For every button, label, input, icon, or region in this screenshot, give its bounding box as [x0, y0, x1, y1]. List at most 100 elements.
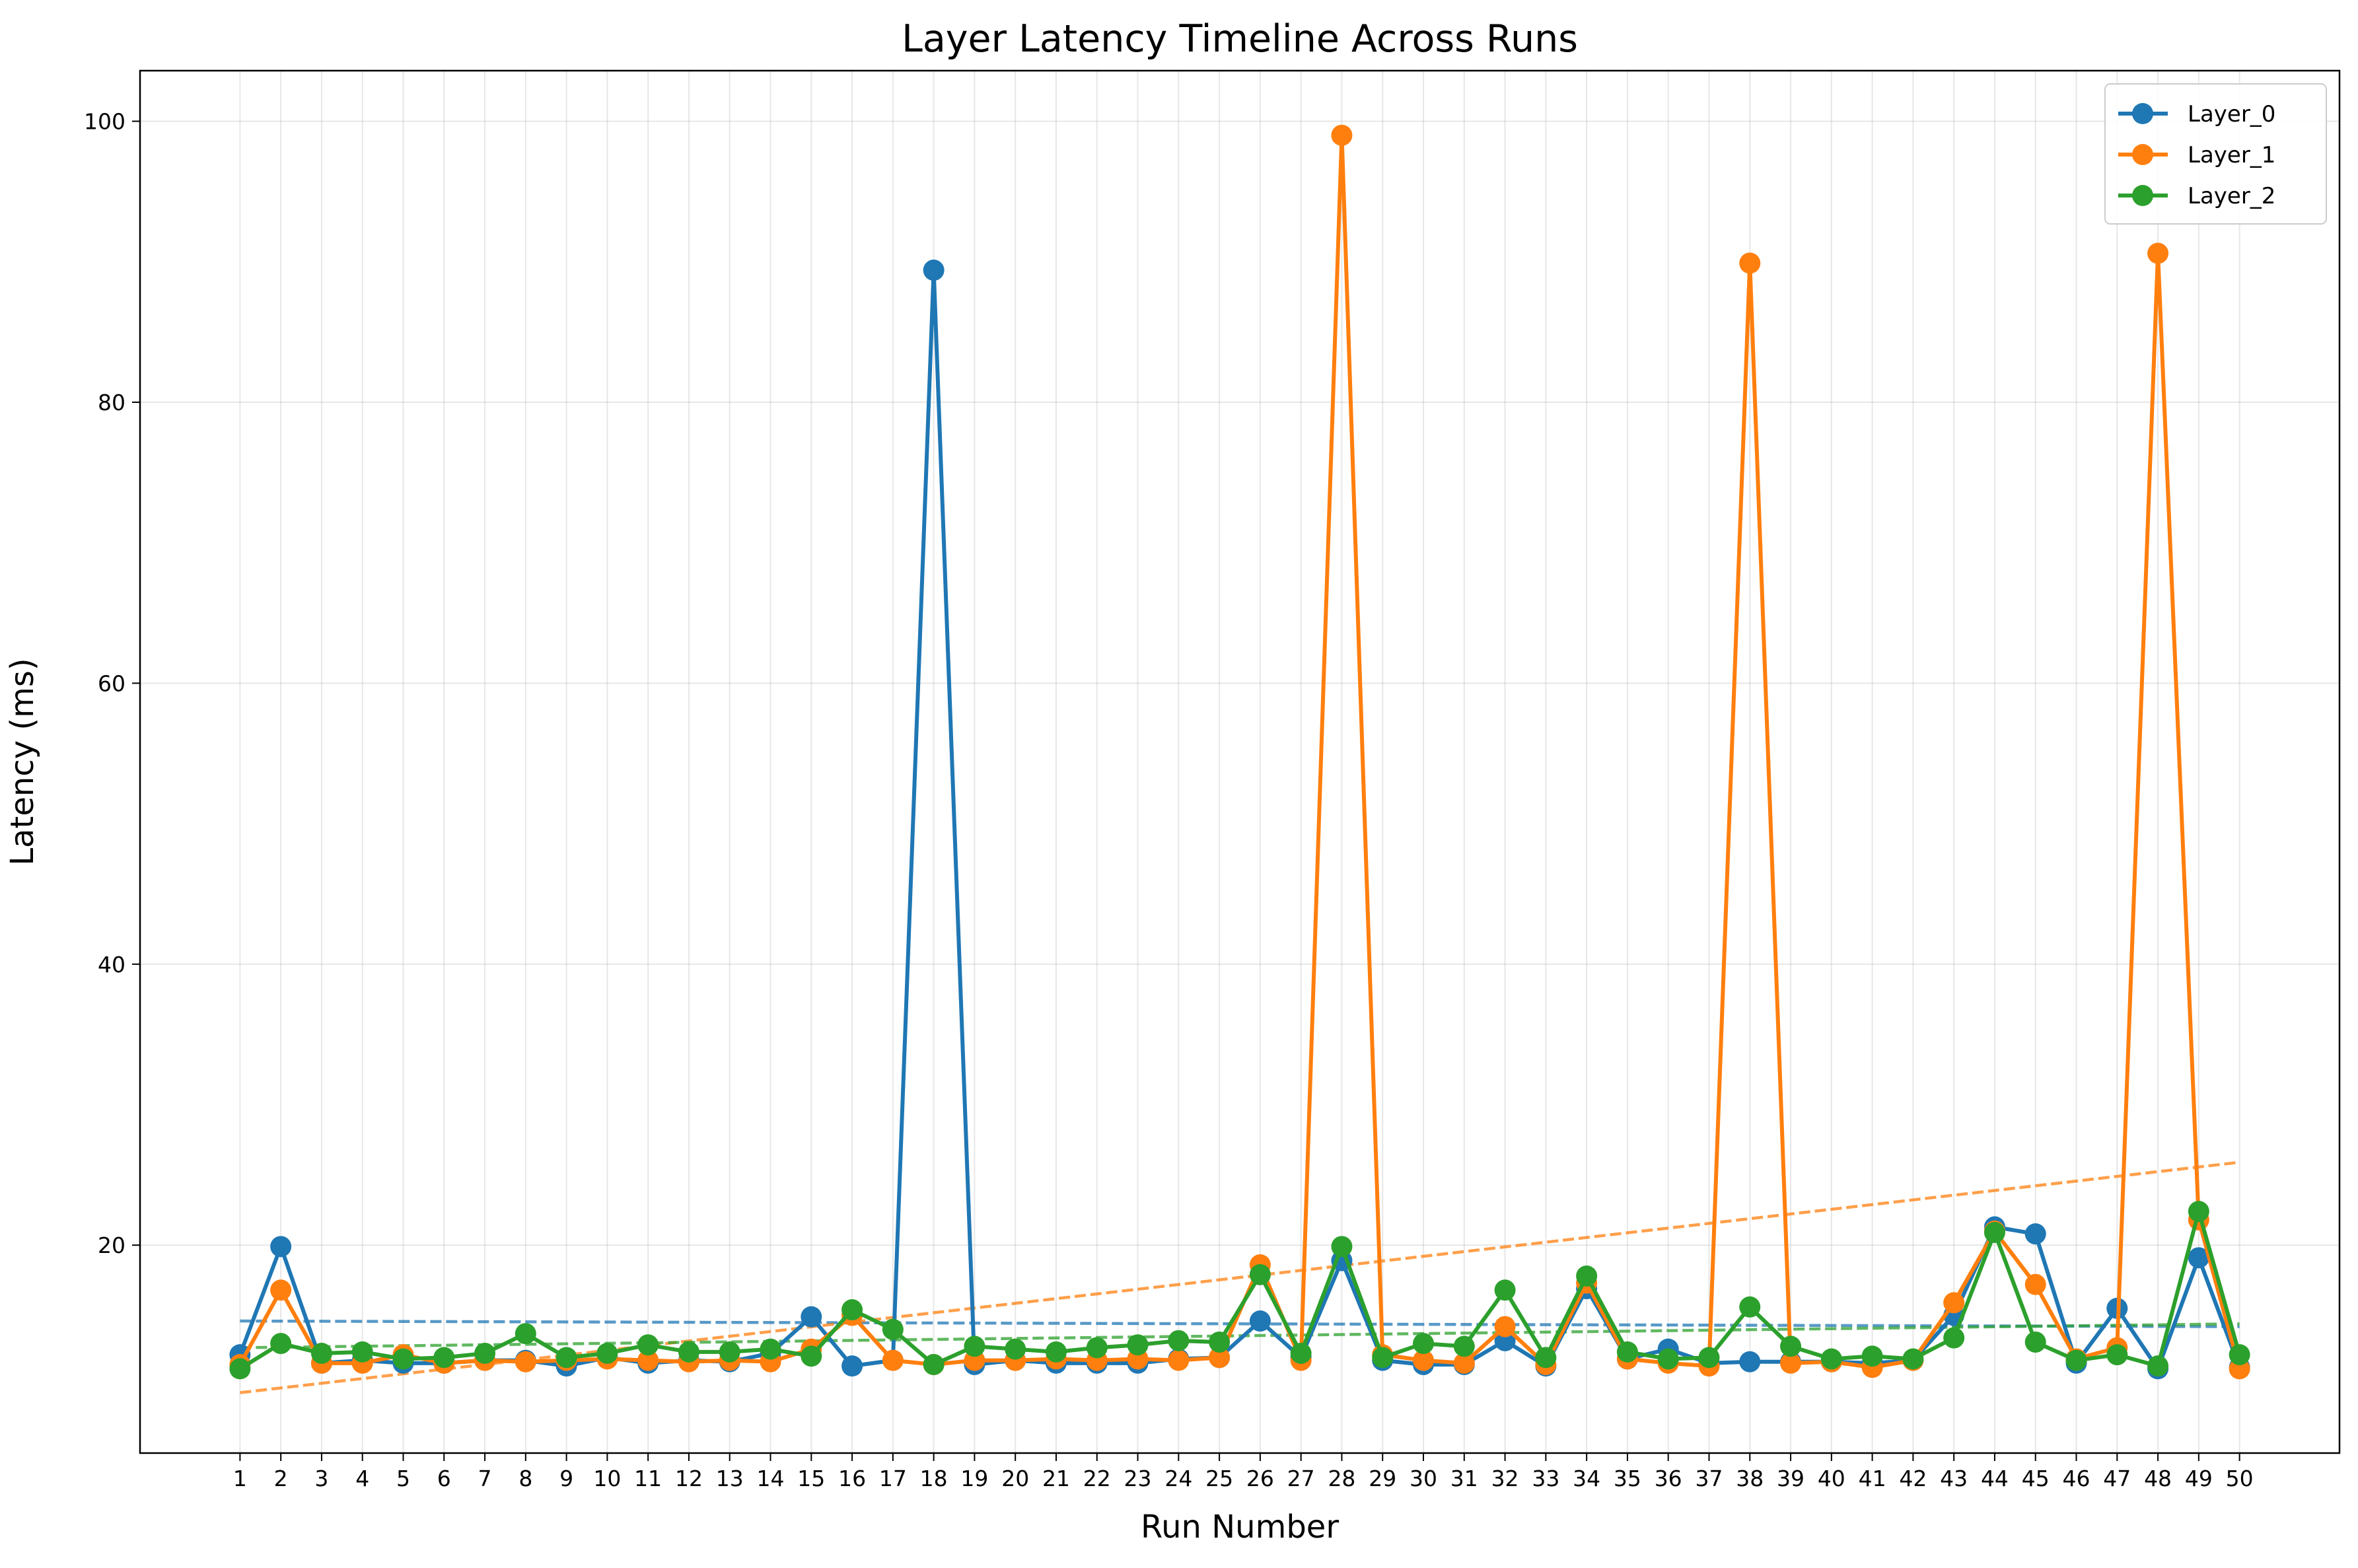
data-point: [270, 1279, 292, 1301]
data-point: [1045, 1341, 1067, 1363]
data-point: [760, 1338, 781, 1360]
x-tick-label: 38: [1736, 1466, 1764, 1491]
x-axis-label: Run Number: [1141, 1509, 1339, 1546]
x-tick-label: 24: [1164, 1466, 1192, 1491]
data-point: [2147, 242, 2169, 264]
data-point: [1249, 1264, 1271, 1285]
x-tick-label: 5: [396, 1466, 410, 1491]
x-tick-label: 46: [2063, 1466, 2090, 1491]
data-point: [801, 1345, 822, 1367]
x-tick-label: 32: [1491, 1466, 1519, 1491]
data-point: [882, 1349, 904, 1371]
legend-marker: [2132, 144, 2153, 165]
data-point: [351, 1341, 373, 1363]
y-tick-label: 100: [84, 109, 125, 135]
data-point: [1168, 1349, 1190, 1371]
data-point: [1453, 1336, 1475, 1357]
data-point: [637, 1334, 659, 1356]
trend-lines: [240, 1160, 2240, 1394]
x-tick-label: 22: [1083, 1466, 1111, 1491]
data-point: [1331, 1236, 1353, 1258]
data-point: [1290, 1342, 1312, 1364]
x-tick-label: 26: [1246, 1466, 1274, 1491]
data-point: [229, 1358, 251, 1380]
data-point: [1535, 1347, 1557, 1369]
x-tick-label: 14: [757, 1466, 785, 1491]
data-point: [801, 1306, 822, 1328]
data-point: [2147, 1355, 2169, 1377]
x-tick-label: 3: [314, 1466, 328, 1491]
x-tick-label: 25: [1205, 1466, 1233, 1491]
data-point: [1943, 1327, 1965, 1349]
series-line-layer_2: [238, 1209, 2242, 1371]
x-tick-label: 11: [634, 1466, 662, 1491]
x-tick-label: 9: [559, 1466, 573, 1491]
x-tick-label: 4: [355, 1466, 369, 1491]
series-lines: [229, 124, 2250, 1380]
data-point: [2024, 1331, 2046, 1353]
x-tick-label: 34: [1573, 1466, 1600, 1491]
data-point: [1820, 1348, 1842, 1370]
x-tick-label: 13: [716, 1466, 744, 1491]
data-point: [1209, 1347, 1231, 1369]
data-point: [2188, 1247, 2209, 1269]
series-layer_1: [229, 124, 2250, 1380]
x-tick-label: 35: [1614, 1466, 1641, 1491]
data-point: [270, 1236, 292, 1258]
data-point: [2188, 1201, 2209, 1223]
y-tick-label: 20: [98, 1232, 125, 1258]
data-point: [1739, 252, 1761, 274]
x-tick-label: 42: [1899, 1466, 1927, 1491]
data-point: [555, 1347, 577, 1369]
x-tick-label: 29: [1369, 1466, 1396, 1491]
data-point: [1331, 124, 1353, 146]
x-tick-label: 39: [1777, 1466, 1804, 1491]
y-tick-label: 40: [98, 952, 125, 978]
data-point: [1657, 1348, 1679, 1370]
x-tick-label: 23: [1124, 1466, 1152, 1491]
data-point: [1576, 1265, 1598, 1287]
x-tick-label: 49: [2185, 1466, 2213, 1491]
y-axis-label: Latency (ms): [4, 658, 41, 865]
data-point: [2024, 1223, 2046, 1245]
data-point: [841, 1355, 863, 1377]
legend-label: Layer_0: [2188, 101, 2275, 127]
legend: Layer_0 Layer_1 Layer_2: [2104, 83, 2327, 225]
data-point: [1780, 1352, 1802, 1374]
trend-line-layer_2: [240, 1322, 2240, 1349]
axis-ticks: 1 2 3 4 5 6 7 8 9 10 11 12 13 14 15 16 17 18 19 20 21 22 23 24 2…: [84, 109, 2254, 1491]
series-layer_2: [229, 1201, 2250, 1380]
x-tick-label: 41: [1859, 1466, 1886, 1491]
legend-entry-layer_2: Layer_2: [2118, 183, 2275, 209]
series-line-layer_0: [238, 268, 2242, 1371]
plot-area-frame: [139, 69, 2341, 1454]
data-point: [964, 1336, 985, 1357]
series-layer_0: [229, 260, 2250, 1380]
data-point: [637, 1349, 659, 1371]
data-point: [2106, 1344, 2128, 1366]
data-point: [882, 1318, 904, 1340]
x-tick-label: 8: [518, 1466, 532, 1491]
x-tick-label: 2: [274, 1466, 288, 1491]
x-tick-label: 43: [1940, 1466, 1968, 1491]
data-point: [515, 1323, 536, 1345]
y-tick-label: 60: [98, 670, 125, 696]
x-tick-label: 30: [1410, 1466, 1437, 1491]
x-tick-label: 15: [797, 1466, 825, 1491]
data-point: [270, 1333, 292, 1355]
data-point: [1739, 1351, 1761, 1372]
data-point: [596, 1342, 618, 1364]
x-tick-label: 7: [478, 1466, 492, 1491]
data-point: [1209, 1331, 1231, 1353]
data-point: [1780, 1336, 1802, 1357]
data-point: [1698, 1347, 1720, 1369]
legend-entry-layer_1: Layer_1: [2118, 142, 2275, 168]
data-point: [1494, 1316, 1516, 1337]
x-tick-label: 10: [593, 1466, 621, 1491]
data-point: [2065, 1349, 2087, 1371]
x-tick-label: 48: [2144, 1466, 2172, 1491]
legend-entry-layer_0: Layer_0: [2118, 101, 2275, 127]
legend-label: Layer_2: [2188, 183, 2275, 209]
x-tick-label: 45: [2022, 1466, 2050, 1491]
